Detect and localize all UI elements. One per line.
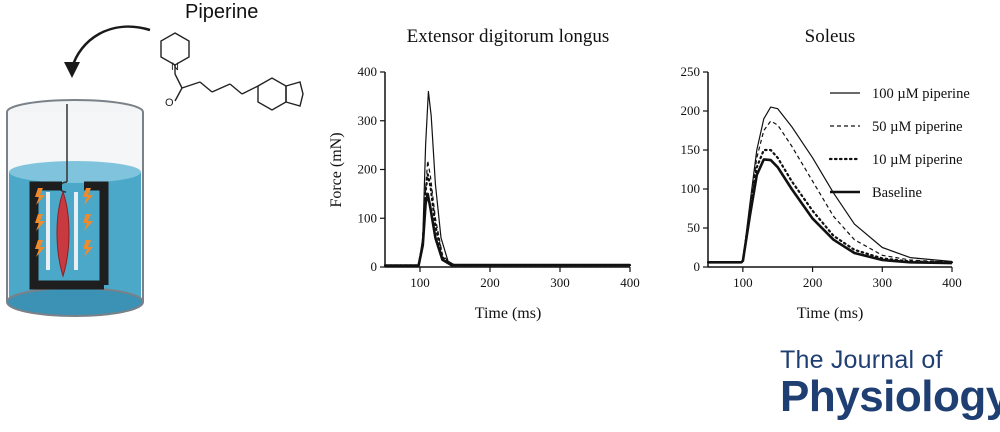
journal-name-line1: The Journal of: [780, 346, 943, 374]
y-tick-label: 50: [687, 220, 700, 235]
journal-name-line2: Physiology: [780, 372, 1000, 421]
piperine-label: Piperine: [185, 1, 258, 23]
y-tick-label: 200: [358, 162, 378, 177]
x-tick-label: 300: [873, 275, 893, 290]
organ-bath-illustration: Piperine N O: [6, 1, 304, 317]
x-tick-label: 200: [480, 275, 500, 290]
y-tick-label: 250: [681, 64, 701, 79]
stimulation-spark-icons: [35, 188, 93, 257]
x-tick-label: 400: [620, 275, 640, 290]
chart-title: Soleus: [805, 26, 856, 47]
legend-label: 50 µM piperine: [872, 119, 963, 135]
legend-label: 100 µM piperine: [872, 86, 970, 102]
y-tick-label: 400: [358, 64, 378, 79]
x-tick-label: 200: [803, 275, 823, 290]
x-axis-label: Time (ms): [797, 305, 864, 322]
y-tick-label: 300: [358, 113, 378, 128]
x-axis-label: Time (ms): [475, 305, 542, 322]
y-tick-label: 100: [681, 181, 701, 196]
series-line: [385, 192, 630, 267]
oxygen-atom-label: O: [165, 97, 174, 109]
chart-title: Extensor digitorum longus: [407, 26, 610, 47]
series-line: [385, 90, 630, 267]
nitrogen-atom-label: N: [171, 61, 179, 73]
x-tick-label: 100: [733, 275, 753, 290]
legend-label: Baseline: [872, 185, 922, 201]
x-tick-label: 100: [410, 275, 430, 290]
piperine-structure-icon: [160, 32, 304, 111]
x-tick-label: 400: [942, 275, 962, 290]
curved-arrow-icon: [64, 25, 151, 78]
y-tick-label: 200: [681, 103, 701, 118]
y-tick-label: 0: [371, 259, 378, 274]
x-tick-label: 300: [550, 275, 570, 290]
y-axis-label: Force (mN): [328, 132, 345, 207]
y-tick-label: 150: [681, 142, 701, 157]
legend-label: 10 µM piperine: [872, 152, 963, 168]
journal-logo: The Journal of Physiology: [780, 348, 1000, 419]
y-tick-label: 0: [694, 259, 701, 274]
chart-extensor: Extensor digitorum longus Force (mN) Tim…: [328, 26, 640, 322]
y-tick-label: 100: [358, 210, 378, 225]
chart-soleus: Soleus Time (ms) 0 50 100 150 200 250 100 200 30…: [681, 26, 970, 322]
series-line: [708, 158, 953, 265]
